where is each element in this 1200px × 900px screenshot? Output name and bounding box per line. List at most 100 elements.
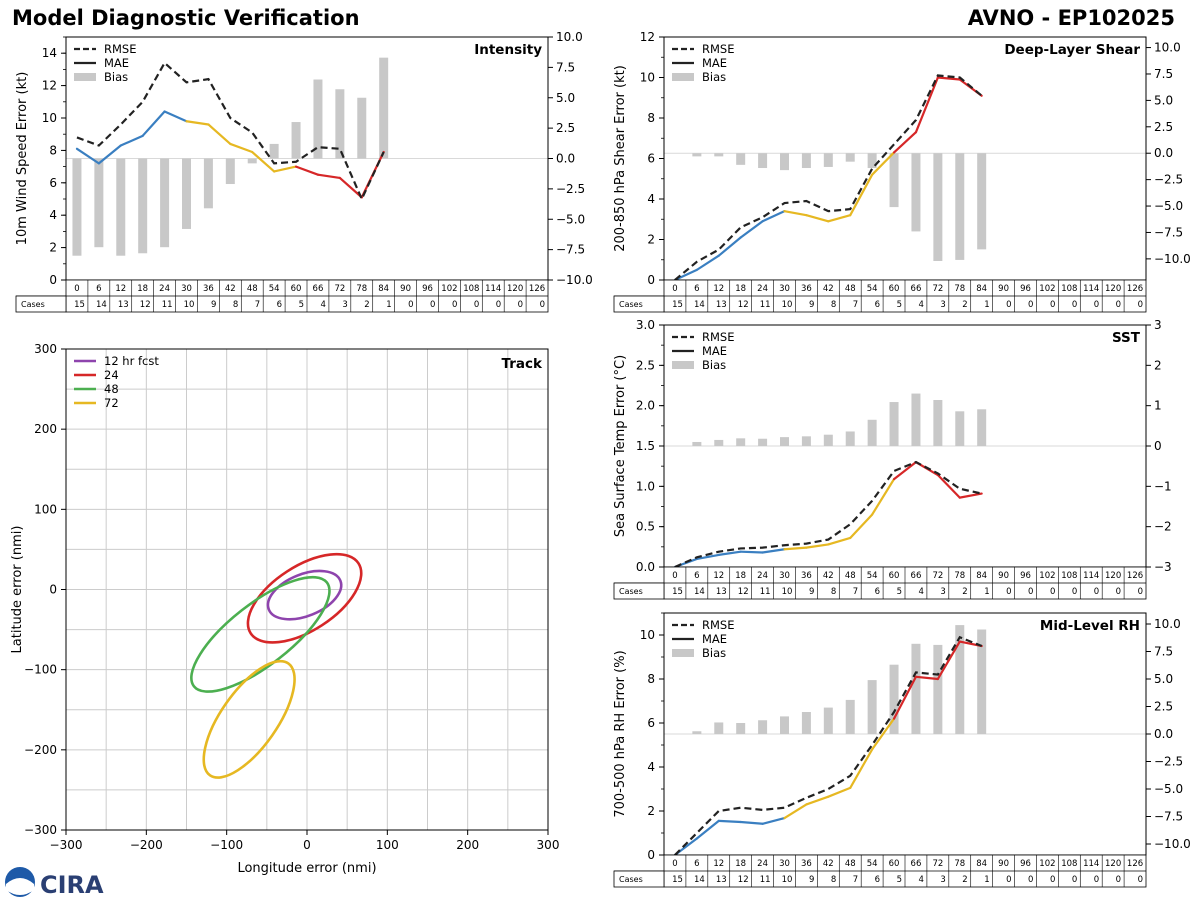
intensity-hour-label: 114: [485, 284, 501, 294]
sst-hour-label: 0: [672, 571, 677, 581]
intensity-cases-label: Cases: [21, 300, 45, 309]
shear-y2tick-label: 0.0: [1154, 146, 1173, 160]
rh-bias-bar: [801, 712, 811, 734]
rh-mae-segment: [783, 803, 808, 820]
shear-hour-label: 0: [672, 284, 677, 294]
cira-logo-text: CIRA: [40, 871, 104, 899]
rh-case-count: 6: [875, 875, 880, 885]
intensity-case-count: 3: [342, 300, 347, 310]
intensity-ytick-label: 10: [42, 111, 57, 125]
sst-y2tick-label: −2: [1154, 520, 1172, 534]
rh-bias-bar: [889, 664, 899, 734]
intensity-ytick-label: 8: [49, 143, 57, 157]
sst-bias-bar: [736, 438, 746, 446]
rh-hour-label: 54: [867, 859, 878, 869]
sst-ytick-label: 1.0: [636, 479, 655, 493]
sst-case-count: 10: [782, 587, 793, 597]
rh-y2tick-label: 10.0: [1154, 617, 1181, 631]
sst-case-count: 0: [1006, 587, 1011, 597]
sst-hour-label: 78: [954, 571, 965, 581]
track-ytick-label: −100: [24, 663, 57, 677]
sst-hour-label: 48: [845, 571, 856, 581]
intensity-mae-segment: [97, 144, 122, 165]
rh-hour-label: 126: [1127, 859, 1143, 869]
track-xtick-label: 300: [537, 838, 560, 852]
sst-ytick-label: 2.5: [636, 358, 655, 372]
intensity-mae-segment: [141, 110, 166, 137]
intensity-hour-label: 108: [463, 284, 479, 294]
sst-y2tick-label: −1: [1154, 479, 1172, 493]
intensity-legend-label: MAE: [104, 56, 129, 70]
shear-case-count: 9: [809, 300, 814, 310]
sst-bias-bar: [977, 409, 987, 446]
rh-y2tick-label: 0.0: [1154, 727, 1173, 741]
sst-mae-segment: [871, 477, 896, 516]
shear-bias-bar: [867, 153, 877, 169]
intensity-hour-label: 42: [225, 284, 236, 294]
rh-hour-label: 90: [998, 859, 1009, 869]
shear-rmse-line: [674, 74, 983, 281]
sst-hour-label: 120: [1105, 571, 1121, 581]
rh-mae-segment: [761, 816, 786, 825]
rh-hour-label: 108: [1061, 859, 1077, 869]
sst-hour-label: 42: [823, 571, 834, 581]
intensity-legend-label: RMSE: [104, 42, 136, 56]
shear-bias-bar: [823, 153, 833, 167]
sst-ytick-label: 2.0: [636, 399, 655, 413]
rh-hour-label: 24: [757, 859, 768, 869]
shear-case-count: 14: [694, 300, 705, 310]
sst-bias-bar: [714, 439, 724, 446]
page-title: Model Diagnostic Verification: [12, 6, 360, 30]
shear-y2tick-label: −7.5: [1154, 225, 1183, 239]
intensity-rmse-line: [76, 61, 385, 202]
rh-bias-bar: [736, 723, 746, 734]
sst-ylabel: Sea Surface Temp Error (°C): [613, 355, 628, 537]
shear-hour-label: 96: [1020, 284, 1031, 294]
intensity-case-count: 0: [474, 300, 479, 310]
shear-mae-segment: [761, 210, 786, 223]
sst-mae-segment: [936, 473, 961, 499]
shear-bias-bar: [845, 153, 855, 162]
rh-ytick-label: 6: [647, 716, 655, 730]
sst-case-count: 0: [1138, 587, 1143, 597]
intensity-panel: 02468101214−10.0−7.5−5.0−2.50.02.55.07.5…: [15, 30, 593, 313]
sst-bias-bar: [867, 419, 877, 446]
rh-hour-label: 78: [954, 859, 965, 869]
intensity-case-count: 13: [118, 300, 129, 310]
rh-panel: 0246810−10.0−7.5−5.0−2.50.02.55.07.510.0…: [613, 612, 1191, 888]
intensity-case-count: 4: [320, 300, 325, 310]
intensity-mae-segment: [338, 176, 363, 199]
sst-bias-bar: [780, 437, 789, 446]
shear-hour-label: 48: [845, 284, 856, 294]
intensity-case-count: 6: [277, 300, 282, 310]
intensity-ylabel: 10m Wind Speed Error (kt): [15, 72, 30, 246]
sst-case-count: 0: [1050, 587, 1055, 597]
sst-title: SST: [1112, 330, 1141, 346]
intensity-hour-label: 30: [181, 284, 192, 294]
intensity-bias-bar: [94, 158, 104, 248]
intensity-mae-segment: [229, 142, 254, 154]
sst-mae-segment: [739, 550, 764, 554]
track-ytick-label: −200: [24, 743, 57, 757]
shear-hour-label: 6: [694, 284, 699, 294]
sst-ytick-label: 0.0: [636, 560, 655, 574]
intensity-case-count: 0: [540, 300, 545, 310]
track-ellipse-24: [246, 552, 363, 644]
rh-cases-label: Cases: [619, 875, 643, 884]
intensity-case-count: 7: [255, 300, 260, 310]
shear-mae-segment: [914, 76, 939, 134]
rh-legend-label: MAE: [702, 632, 727, 646]
rh-y2tick-label: 2.5: [1154, 700, 1173, 714]
rh-ytick-label: 10: [640, 628, 655, 642]
shear-ytick-label: 12: [640, 30, 655, 44]
track-xtick-label: 200: [456, 838, 479, 852]
shear-hour-label: 18: [735, 284, 746, 294]
intensity-bias-bar: [313, 79, 323, 159]
sst-hour-label: 36: [801, 571, 812, 581]
intensity-bias-bar: [335, 89, 345, 159]
intensity-case-count: 9: [211, 300, 216, 310]
shear-cases-label: Cases: [619, 300, 643, 309]
sst-case-count: 13: [716, 587, 727, 597]
intensity-bias-bar: [379, 57, 389, 159]
intensity-mae-segment: [185, 120, 210, 126]
